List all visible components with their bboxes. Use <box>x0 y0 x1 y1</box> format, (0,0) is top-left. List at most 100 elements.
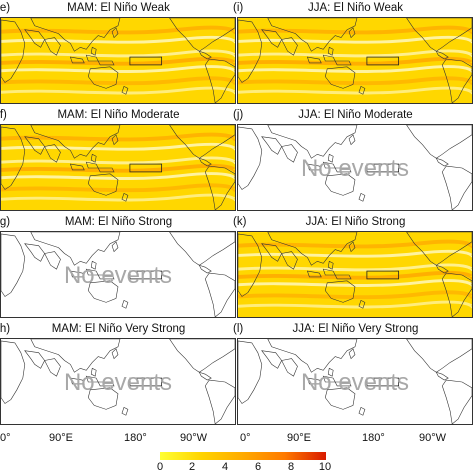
field-band <box>1 142 235 151</box>
coastline <box>1 233 26 297</box>
colorbar-tick-10: 10 <box>318 461 332 473</box>
field-band <box>238 86 472 95</box>
coastline <box>267 18 358 52</box>
panel-title: (g) MAM: El Niño Strong <box>0 214 237 230</box>
coastline <box>204 379 235 424</box>
coastline <box>97 381 115 387</box>
panel-title-text: JJA: El Niño Moderate <box>298 109 413 121</box>
coastline <box>204 272 235 317</box>
colorbar <box>160 452 326 460</box>
coastline <box>111 27 119 39</box>
coastline <box>87 173 119 196</box>
no-events-label: No events <box>63 369 173 396</box>
coastline <box>327 153 334 163</box>
field-band <box>1 35 235 44</box>
nino34-box <box>129 163 163 173</box>
coastline <box>334 167 352 173</box>
no-events-label: No events <box>300 369 410 396</box>
coastline <box>69 163 85 171</box>
field-band <box>1 163 235 173</box>
coastline <box>169 125 235 159</box>
field-band <box>1 86 235 95</box>
coastline <box>198 371 212 381</box>
coastline <box>281 251 298 270</box>
coastline <box>69 377 85 385</box>
map-panel: (f) MAM: El Niño Moderate <box>0 107 237 212</box>
colorbar-tick-6: 6 <box>254 461 262 473</box>
coastline <box>334 381 352 387</box>
field-band <box>1 172 235 180</box>
map-frame: No events <box>237 338 473 425</box>
map-svg <box>1 125 235 210</box>
coastline <box>169 232 235 266</box>
coastline <box>238 126 263 190</box>
panel-label: (k) <box>233 216 247 228</box>
coastline <box>44 358 61 377</box>
coastline <box>121 192 129 202</box>
panel-label: (l) <box>233 323 244 335</box>
coastline <box>281 358 298 377</box>
map-frame <box>237 231 473 318</box>
coastline <box>204 58 235 103</box>
field-band <box>238 65 472 73</box>
panel-title-text: JJA: El Niño Very Strong <box>292 323 419 335</box>
field-band <box>1 193 235 202</box>
nino34-box <box>129 56 163 66</box>
x-tick-90e-right: 90°E <box>287 432 311 444</box>
coastline <box>334 60 352 66</box>
coastline <box>111 241 119 253</box>
field-band <box>1 25 235 35</box>
field-band <box>238 290 472 300</box>
panel-label: (h) <box>0 323 11 335</box>
panel-label: (f) <box>0 109 7 121</box>
coastline <box>435 264 449 274</box>
coastline <box>358 85 366 95</box>
nino34-box <box>129 270 163 280</box>
coastline <box>238 233 263 297</box>
coastline <box>24 136 45 155</box>
colorbar-fill <box>160 452 326 460</box>
panel-title: (l) JJA: El Niño Very Strong <box>233 321 474 337</box>
nino34-box <box>129 377 163 387</box>
coastline <box>324 66 356 89</box>
field-band <box>1 156 235 165</box>
field-band <box>238 76 472 86</box>
field-band <box>238 25 472 35</box>
field-band <box>1 65 235 73</box>
map-svg <box>1 18 235 103</box>
panel-title-text: MAM: El Niño Moderate <box>57 109 180 121</box>
no-events-label: No events <box>63 262 173 289</box>
field-band <box>238 35 472 44</box>
coastline <box>198 264 212 274</box>
coastline <box>267 339 358 373</box>
coastline <box>441 58 472 103</box>
coastline <box>1 19 26 83</box>
field-band <box>238 56 472 66</box>
map-svg <box>238 232 472 317</box>
field-band <box>1 49 235 58</box>
x-tick-90e-left: 90°E <box>49 432 73 444</box>
map-panel: (i) JJA: El Niño Weak <box>233 0 474 105</box>
coastline <box>261 350 282 369</box>
coastline <box>327 46 334 56</box>
panel-title: (h) MAM: El Niño Very Strong <box>0 321 237 337</box>
coastline <box>198 50 212 60</box>
coastline <box>281 144 298 163</box>
colorbar-tick-8: 8 <box>287 461 295 473</box>
coastline <box>348 134 356 146</box>
field-band <box>238 279 472 287</box>
panel-label: (e) <box>0 2 11 14</box>
coastline <box>435 50 449 60</box>
colorbar-tick-4: 4 <box>221 461 229 473</box>
panel-label: (j) <box>233 109 244 121</box>
map-svg <box>238 339 472 424</box>
field-band <box>238 263 472 272</box>
coastline <box>24 29 45 48</box>
map-frame: No events <box>237 124 473 211</box>
map-panel: (k) JJA: El Niño Strong <box>233 214 474 319</box>
x-tick-0-left: 0° <box>0 432 11 444</box>
nino34-box <box>366 56 400 66</box>
x-tick-90w-left: 90°W <box>180 432 208 444</box>
coastline <box>441 272 472 317</box>
coastline <box>435 371 449 381</box>
